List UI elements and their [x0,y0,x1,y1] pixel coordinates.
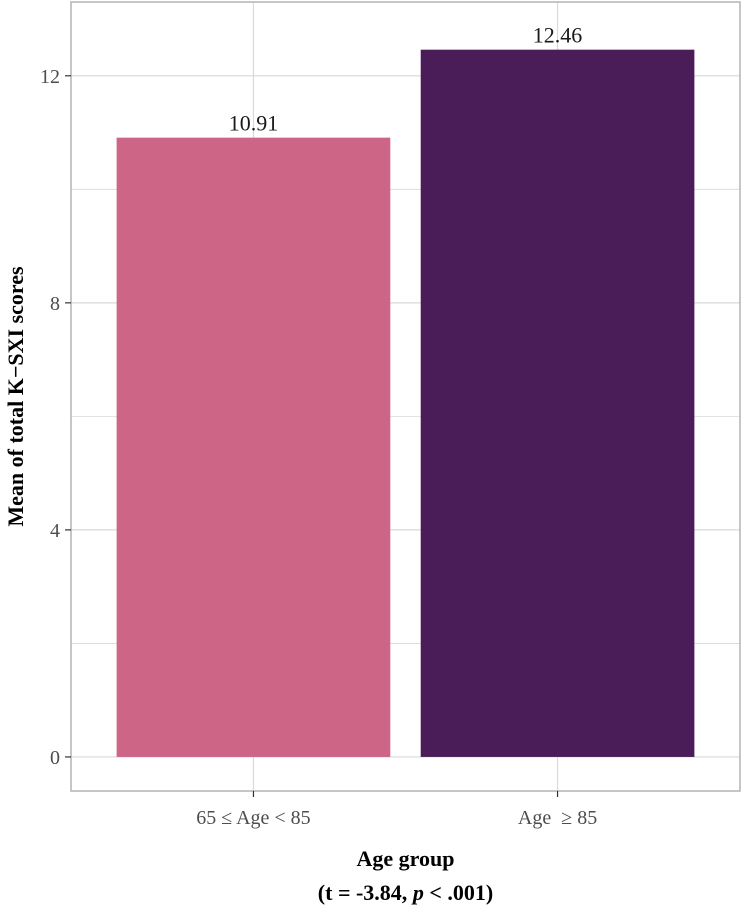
y-tick-label: 12 [40,66,60,88]
y-axis-title: Mean of total K−SXI scores [3,266,28,527]
x-axis-subtitle-prefix: (t = -3.84, [318,880,413,905]
value-labels: 10.91 12.46 [229,23,583,136]
plot-panel-border [70,1,741,792]
bar-value-label: 10.91 [229,111,279,136]
x-axis-subtitle: (t = -3.84, p < .001) [318,880,493,905]
bar [420,49,695,757]
y-tick-label: 0 [50,747,60,769]
x-tick-label: Age ≥ 85 [518,807,597,829]
x-axis-title: Age group [357,846,455,871]
x-axis-subtitle-suffix: < .001) [424,880,493,905]
bars [116,49,695,757]
y-tick-label: 8 [50,293,60,315]
y-tick-label: 4 [50,520,60,542]
bar [116,137,391,757]
x-tick-label: 65 ≤ Age < 85 [196,807,310,829]
axis-ticks: 0 4 8 12 65 ≤ Age < 85 Age ≥ 85 [40,66,597,829]
bar-value-label: 12.46 [533,23,583,48]
x-axis-subtitle-italic: p [411,880,424,905]
